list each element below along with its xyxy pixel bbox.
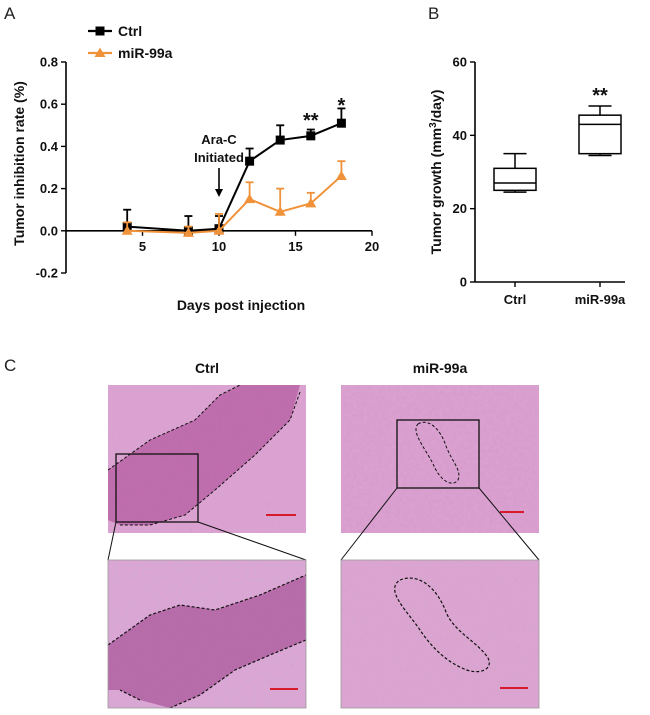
zoom-line-mir-left: [340, 487, 398, 561]
y-tick-label-b: 40: [453, 128, 467, 143]
data-point-mir: [274, 206, 286, 216]
histology-image-mir-high: [341, 560, 539, 708]
y-tick-label-a: 0.0: [40, 223, 58, 238]
legend-marker-mir: [94, 47, 106, 57]
y-axis-label-a: Tumor inhibition rate (%): [11, 81, 27, 246]
data-point-mir: [335, 170, 347, 180]
histology-label-mir: miR-99a: [413, 360, 468, 376]
histology-panel: Ctrl miR-99a: [107, 360, 540, 709]
x-tick-label-a: 15: [288, 239, 302, 254]
y-tick-label-b: 0: [460, 275, 467, 290]
x-tick-label-a: 10: [212, 239, 226, 254]
arrow-down-icon: [215, 168, 223, 197]
x-axis-label-a: Days post injection: [177, 297, 305, 313]
histology-image-ctrl-low: [108, 385, 306, 533]
data-point-ctrl: [245, 156, 255, 166]
panel-label-c: C: [4, 356, 16, 375]
line-chart-series: [121, 107, 347, 237]
annotation-initiated: Initiated: [194, 150, 244, 165]
y-tick-label-a: 0.2: [40, 181, 58, 196]
zoom-line-mir-right: [478, 487, 540, 561]
y-axis-label-b-sup: 3: [428, 122, 439, 128]
zoom-line-ctrl-left: [107, 521, 117, 561]
histology-label-ctrl: Ctrl: [195, 360, 219, 376]
y-tick-label-a: 0.4: [40, 139, 59, 154]
zoom-line-ctrl-right: [197, 521, 307, 561]
significance-day16: **: [303, 110, 319, 132]
x-tick-label-a: 5: [139, 239, 146, 254]
x-tick-label-a: 20: [365, 239, 379, 254]
legend: Ctrl miR-99a: [88, 23, 173, 61]
y-axis-label-b: Tumor growth (mm3/day): [428, 90, 445, 255]
legend-marker-ctrl: [95, 26, 105, 36]
histology-image-ctrl-high: [108, 560, 306, 708]
y-tick-label-b: 60: [453, 55, 467, 70]
arrow-head: [215, 189, 223, 197]
y-tick-label-a: 0.8: [40, 55, 58, 70]
panel-label-a: A: [4, 4, 16, 23]
box-body-mir: [578, 114, 622, 155]
panel-label-b: B: [428, 4, 439, 23]
annotation-ara-c: Ara-C: [201, 132, 237, 147]
significance-day18: *: [338, 95, 346, 117]
x-tick-label-b: Ctrl: [504, 292, 526, 307]
data-point-mir: [244, 193, 256, 204]
box-chart-ticks: 0 20 40 60 Ctrl miR-99a: [453, 55, 627, 308]
data-point-mir: [121, 225, 133, 235]
box-chart-boxes: [493, 105, 622, 193]
line-chart-ticks: -0.2 0.0 0.2 0.4 0.6 0.8 5 10 15 20: [36, 55, 380, 281]
data-point-mir: [213, 225, 225, 235]
y-tick-label-b: 20: [453, 201, 467, 216]
data-point-mir: [305, 197, 317, 208]
box-body-ctrl: [493, 167, 537, 192]
legend-label-mir: miR-99a: [118, 45, 173, 61]
y-tick-label-a: 0.6: [40, 97, 58, 112]
line-chart-a: -0.2 0.0 0.2 0.4 0.6 0.8 5 10 15 20 Tumor inhibit…: [11, 23, 379, 313]
data-point-ctrl: [336, 118, 346, 128]
legend-label-ctrl: Ctrl: [118, 23, 142, 39]
x-tick-label-b: miR-99a: [575, 292, 626, 307]
y-tick-label-a: -0.2: [36, 266, 58, 281]
data-point-mir: [182, 227, 194, 237]
y-axis-label-b-main: Tumor growth (mm: [428, 128, 444, 255]
data-point-ctrl: [306, 131, 316, 141]
y-axis-label-b-end: /day): [428, 90, 444, 123]
box-chart-b: 0 20 40 60 Ctrl miR-99a Tumor growth (mm3/day…: [428, 55, 627, 308]
significance-box: **: [592, 85, 608, 107]
data-point-ctrl: [275, 135, 285, 145]
histology-image-mir-low: [341, 385, 539, 533]
